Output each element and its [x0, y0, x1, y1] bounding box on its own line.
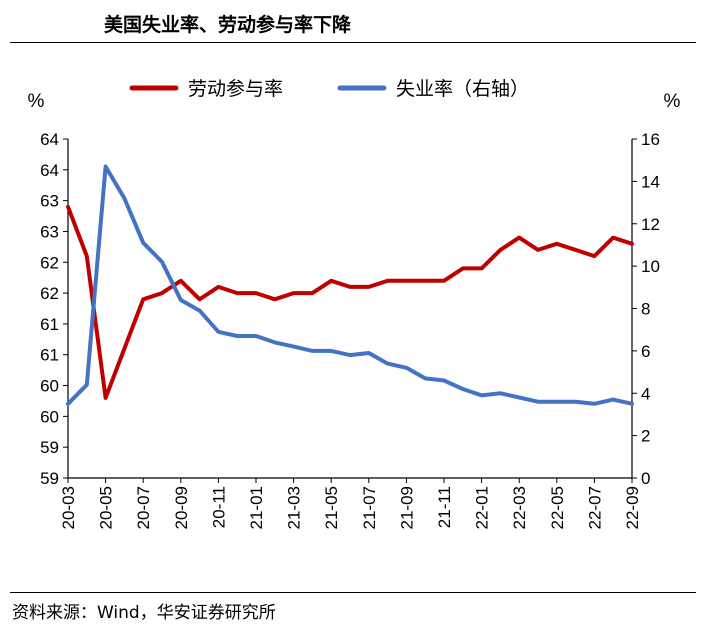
x-tick-label: 21-01: [247, 486, 266, 529]
right-tick-label: 0: [641, 469, 650, 488]
x-tick-label: 22-09: [623, 486, 642, 529]
right-tick-label: 8: [641, 300, 650, 319]
x-tick-label: 20-03: [59, 486, 78, 529]
left-tick-label: 60: [40, 407, 59, 426]
right-tick-label: 12: [641, 215, 660, 234]
axes: % % 64 64 63 63 62 62 61 61 60 60 59 59 0 2 4 6 8 10 12 14 16 2…: [28, 91, 681, 529]
left-unit-label: %: [28, 91, 45, 112]
left-tick-label: 62: [40, 284, 59, 303]
series-lines: [66, 164, 634, 406]
left-tick-label: 60: [40, 377, 59, 396]
x-tick-label: 21-11: [435, 486, 454, 528]
legend-label: 劳动参与率: [188, 78, 283, 100]
left-tick-label: 62: [40, 253, 59, 272]
right-unit-label: %: [664, 91, 681, 112]
legend: 劳动参与率 失业率（右轴）: [129, 78, 529, 100]
chart-title: 美国失业率、劳动参与率下降: [104, 14, 352, 36]
right-tick-label: 6: [641, 342, 650, 361]
right-tick-label: 14: [641, 172, 660, 191]
left-tick-label: 64: [40, 161, 59, 180]
x-tick-label: 22-05: [548, 486, 567, 529]
x-tick-label: 21-05: [322, 486, 341, 529]
x-tick-label: 21-03: [285, 486, 304, 529]
unemployment-line: [66, 164, 634, 406]
left-tick-label: 59: [40, 469, 59, 488]
legend-label: 失业率（右轴）: [396, 78, 529, 100]
source-divider: [10, 592, 696, 593]
x-tick-label: 20-05: [97, 486, 116, 529]
title-divider: [10, 42, 696, 43]
x-tick-label: 21-09: [397, 486, 416, 529]
left-tick-label: 61: [40, 346, 59, 365]
source-note: 资料来源：Wind，华安证券研究所: [12, 603, 276, 623]
left-tick-label: 64: [40, 130, 59, 149]
x-tick-label: 20-07: [134, 486, 153, 529]
labor-participation-line: [66, 204, 634, 400]
x-tick-label: 22-01: [473, 486, 492, 529]
left-tick-label: 59: [40, 438, 59, 457]
left-tick-label: 63: [40, 192, 59, 211]
x-tick-label: 22-03: [510, 486, 529, 529]
left-tick-label: 61: [40, 315, 59, 334]
right-tick-label: 4: [641, 384, 650, 403]
x-tick-label: 20-11: [209, 486, 228, 528]
right-tick-label: 2: [641, 427, 650, 446]
left-tick-label: 63: [40, 222, 59, 241]
right-tick-label: 16: [641, 130, 660, 149]
right-tick-label: 10: [641, 257, 660, 276]
x-tick-label: 21-07: [360, 486, 379, 529]
x-tick-label: 20-09: [172, 486, 191, 529]
x-tick-label: 22-07: [585, 486, 604, 529]
